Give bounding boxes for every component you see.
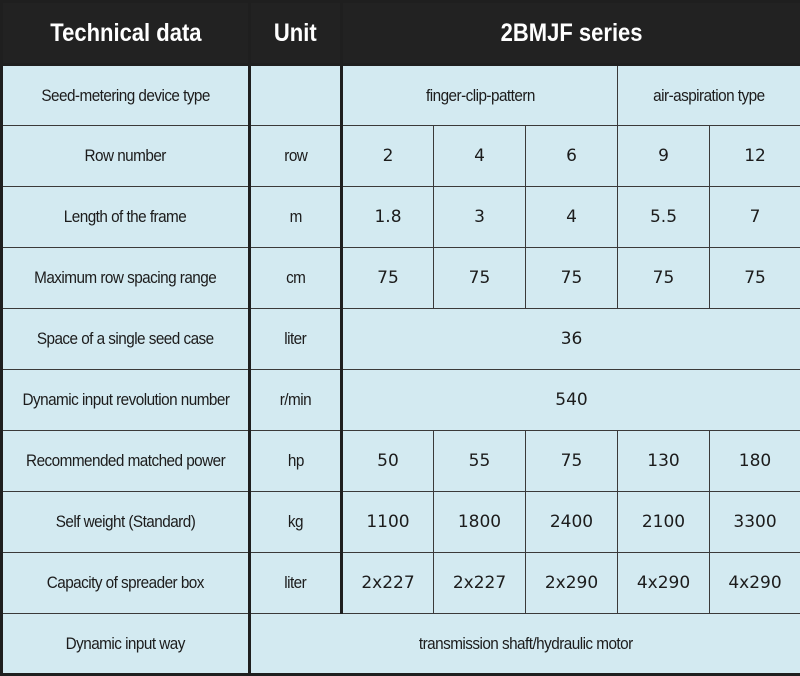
value-cell: 6 [526,126,618,187]
row-label-text: Dynamic input way [66,634,185,654]
merged-value-text: transmission shaft/hydraulic motor [419,634,633,654]
table-row: Dynamic input way transmission shaft/hydr… [2,614,800,675]
group-cell-text: air-aspiration type [653,86,764,106]
row-label-text: Seed-metering device type [41,86,210,106]
row-label: Row number [2,126,250,187]
value-cell: 3300 [710,492,800,553]
value-cell: 4x290 [618,553,710,614]
unit-cell-text: row [284,146,307,166]
header-row: Technical data Unit 2BMJF series [2,2,800,65]
unit-cell-text: liter [285,329,307,349]
row-label: Maximum row spacing range [2,248,250,309]
value-cell: 2x227 [434,553,526,614]
value-cell: 2 [342,126,434,187]
value-cell: 130 [618,431,710,492]
unit-cell: r/min [250,370,342,431]
unit-cell-text: kg [288,512,303,532]
row-label: Recommended matched power [2,431,250,492]
unit-cell: kg [250,492,342,553]
table-row: Space of a single seed case liter 36 [2,309,800,370]
value-cell: 4 [526,187,618,248]
unit-cell: cm [250,248,342,309]
row-label: Length of the frame [2,187,250,248]
value-cell: 2100 [618,492,710,553]
value-cell: 180 [710,431,800,492]
value-cell: 1100 [342,492,434,553]
row-label: Dynamic input revolution number [2,370,250,431]
row-label: Seed-metering device type [2,65,250,126]
unit-cell-text: cm [286,268,305,288]
row-label-text: Length of the frame [64,207,186,227]
unit-cell: row [250,126,342,187]
row-label-text: Maximum row spacing range [34,268,216,288]
value-cell: 4 [434,126,526,187]
row-label-text: Capacity of spreader box [47,573,204,593]
value-cell: 4x290 [710,553,800,614]
header-series: 2BMJF series [342,2,800,65]
row-label-text: Space of a single seed case [37,329,214,349]
group-cell-text: finger-clip-pattern [426,86,535,106]
value-cell: 1800 [434,492,526,553]
value-cell: 75 [526,431,618,492]
unit-cell: liter [250,553,342,614]
group-cell: finger-clip-pattern [342,65,618,126]
value-cell: 50 [342,431,434,492]
row-label: Capacity of spreader box [2,553,250,614]
unit-cell-text: r/min [280,390,311,410]
group-cell: air-aspiration type [618,65,800,126]
unit-cell: liter [250,309,342,370]
table-row: Seed-metering device type finger-clip-pat… [2,65,800,126]
row-label: Space of a single seed case [2,309,250,370]
unit-cell: hp [250,431,342,492]
row-label-text: Row number [85,146,166,166]
unit-cell: m [250,187,342,248]
table-row: Dynamic input revolution number r/min 540 [2,370,800,431]
merged-value: 540 [342,370,800,431]
value-cell: 2400 [526,492,618,553]
merged-value: transmission shaft/hydraulic motor [250,614,800,675]
header-unit: Unit [250,2,342,65]
value-cell: 75 [526,248,618,309]
value-cell: 75 [342,248,434,309]
value-cell: 1.8 [342,187,434,248]
merged-value: 36 [342,309,800,370]
row-label-text: Self weight (Standard) [56,512,196,532]
value-cell: 12 [710,126,800,187]
unit-cell-text: m [289,207,301,227]
value-cell: 75 [710,248,800,309]
value-cell: 9 [618,126,710,187]
header-technical-data: Technical data [2,2,250,65]
row-label: Self weight (Standard) [2,492,250,553]
value-cell: 55 [434,431,526,492]
value-cell: 5.5 [618,187,710,248]
value-cell: 2x227 [342,553,434,614]
row-label: Dynamic input way [2,614,250,675]
unit-cell-text: liter [285,573,307,593]
unit-cell-text: hp [288,451,304,471]
row-label-text: Recommended matched power [26,451,225,471]
value-cell: 7 [710,187,800,248]
value-cell: 75 [618,248,710,309]
value-cell: 2x290 [526,553,618,614]
row-label-text: Dynamic input revolution number [22,390,229,410]
value-cell: 75 [434,248,526,309]
value-cell: 3 [434,187,526,248]
unit-cell [250,65,342,126]
